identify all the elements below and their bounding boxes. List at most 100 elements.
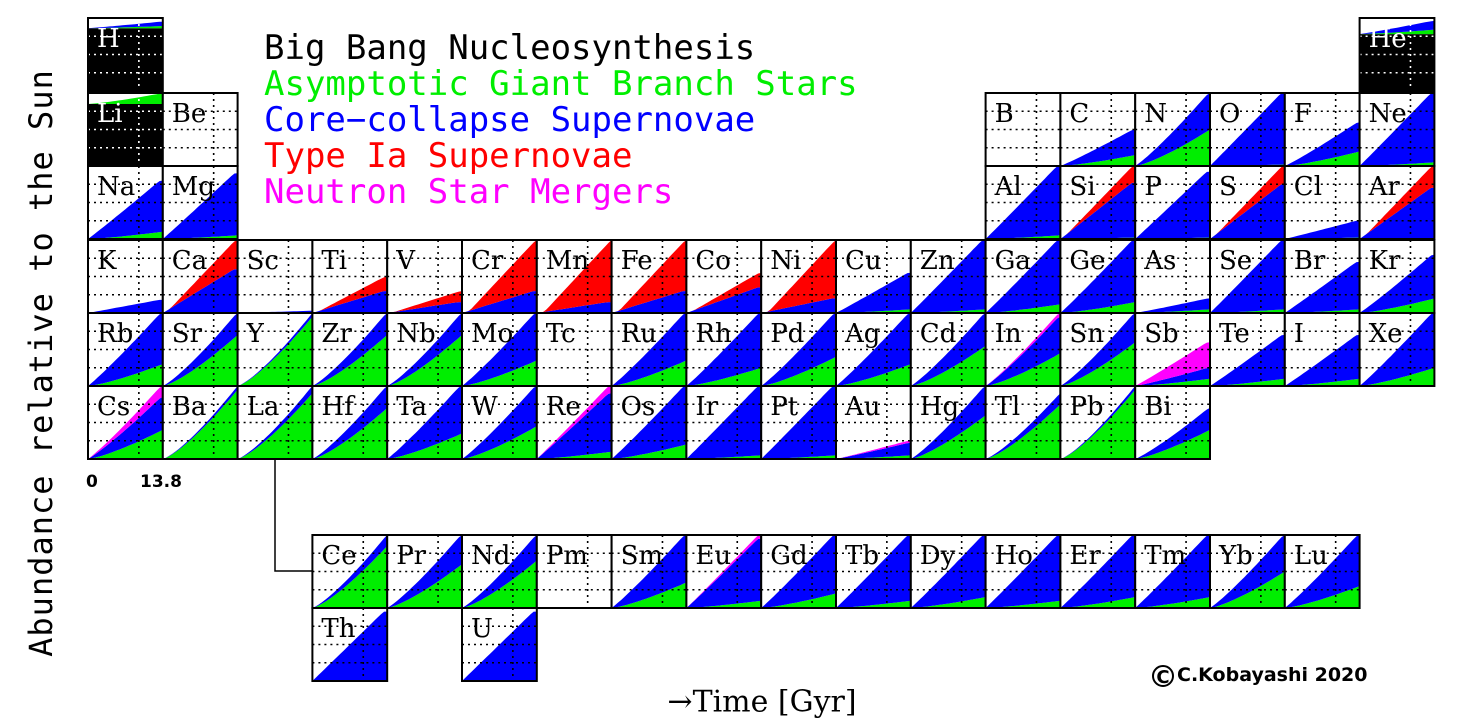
area-li-bbn bbox=[88, 104, 163, 166]
area-ce-agb bbox=[312, 546, 388, 608]
element-cell-br: Br bbox=[1283, 239, 1361, 314]
element-cell-bi: Bi bbox=[1134, 385, 1211, 460]
element-cell-co: Co bbox=[685, 239, 763, 314]
area-v-ccsn bbox=[387, 302, 462, 313]
element-symbol: Mg bbox=[172, 172, 215, 202]
element-symbol: Mo bbox=[471, 319, 513, 349]
x-tick-label-1: 13.8 bbox=[140, 472, 182, 492]
element-symbol: C bbox=[1069, 99, 1089, 129]
area-au-nsm bbox=[836, 440, 911, 459]
element-symbol: Fe bbox=[621, 246, 653, 276]
element-cell-be: Be bbox=[161, 92, 239, 167]
cell-border bbox=[1134, 385, 1211, 460]
x-axis-label: →Time [Gyr] bbox=[667, 684, 857, 720]
area-kr-agb bbox=[1359, 298, 1435, 313]
area-tl-agb bbox=[985, 404, 1061, 459]
element-cell-zr: Zr bbox=[311, 312, 389, 387]
element-cell-u: U bbox=[461, 607, 538, 682]
area-yb-agb bbox=[1210, 571, 1285, 608]
area-xe-agb bbox=[1359, 367, 1435, 386]
element-symbol: Pr bbox=[396, 541, 426, 571]
element-cell-eu: Eu bbox=[685, 534, 763, 609]
element-cell-na: Na bbox=[87, 165, 164, 240]
area-c-agb bbox=[1060, 155, 1136, 166]
element-symbol: O bbox=[1219, 99, 1240, 129]
area-in-ccsn bbox=[985, 316, 1061, 386]
element-symbol: Er bbox=[1069, 541, 1101, 571]
element-cell-ne: Ne bbox=[1358, 92, 1436, 167]
element-cell-sr: Sr bbox=[161, 312, 239, 387]
element-cell-ca: Ca bbox=[161, 239, 239, 314]
element-cell-zn: Zn bbox=[909, 239, 987, 314]
element-cell-hg: Hg bbox=[909, 385, 987, 460]
area-rh-ccsn bbox=[686, 313, 762, 386]
element-cell-pd: Pd bbox=[760, 312, 838, 387]
area-mn-ccsn bbox=[536, 302, 612, 313]
element-cell-i: I bbox=[1283, 312, 1361, 387]
area-pd-agb bbox=[761, 356, 836, 386]
element-symbol: U bbox=[471, 614, 493, 644]
element-cell-li: Li bbox=[87, 92, 164, 167]
element-symbol: Ce bbox=[321, 541, 356, 571]
element-symbol: Ca bbox=[172, 246, 207, 276]
element-symbol: Ho bbox=[995, 541, 1033, 571]
element-symbol: Ar bbox=[1368, 172, 1401, 202]
element-cell-w: W bbox=[461, 385, 538, 460]
element-cell-f: F bbox=[1283, 92, 1361, 167]
area-sb-agb bbox=[1135, 378, 1210, 386]
area-cr-ccsn bbox=[462, 291, 537, 313]
area-ga-agb bbox=[985, 304, 1061, 313]
area-v-snia bbox=[387, 291, 462, 313]
element-symbol: Na bbox=[97, 172, 135, 202]
element-symbol: Br bbox=[1294, 246, 1326, 276]
legend-item-snia: Type Ia Supernovae bbox=[264, 136, 633, 176]
element-symbol: Gd bbox=[770, 541, 807, 571]
legend-item-bbn: Big Bang Nucleosynthesis bbox=[264, 28, 756, 68]
element-cell-yb: Yb bbox=[1209, 534, 1286, 609]
element-cell-os: Os bbox=[610, 385, 688, 460]
area-eu-ccsn bbox=[686, 538, 762, 608]
area-te-ccsn bbox=[1210, 334, 1285, 386]
area-cs-nsm bbox=[88, 386, 163, 459]
area-h-ccsn bbox=[88, 21, 163, 29]
element-cell-th: Th bbox=[311, 607, 389, 682]
element-cell-ta: Ta bbox=[386, 385, 464, 460]
area-fe-ccsn bbox=[611, 291, 687, 313]
element-cell-mo: Mo bbox=[461, 312, 538, 387]
area-mo-agb bbox=[462, 360, 537, 386]
element-cell-rh: Rh bbox=[685, 312, 763, 387]
area-ta-agb bbox=[387, 433, 462, 459]
element-symbol: Co bbox=[695, 246, 731, 276]
area-sm-agb bbox=[611, 582, 687, 608]
area-cd-ccsn bbox=[910, 313, 986, 386]
element-cell-he: He bbox=[1358, 17, 1436, 92]
area-sn-agb bbox=[1060, 342, 1136, 386]
element-cell-nb: Nb bbox=[386, 312, 464, 387]
element-cell-ce: Ce bbox=[311, 534, 389, 609]
copyright-text: C.Kobayashi 2020 bbox=[1177, 664, 1368, 686]
element-cell-te: Te bbox=[1209, 312, 1286, 387]
area-ti-snia bbox=[312, 276, 388, 313]
area-br-ccsn bbox=[1284, 261, 1360, 313]
area-h-bbn bbox=[88, 28, 163, 91]
element-cell-hf: Hf bbox=[311, 385, 389, 460]
area-he-ccsn bbox=[1359, 20, 1435, 35]
area-tb-agb bbox=[836, 600, 911, 608]
area-ca-snia bbox=[162, 240, 238, 313]
area-mn-snia bbox=[536, 240, 612, 313]
element-symbol: Se bbox=[1219, 246, 1252, 276]
element-cell-sc: Sc bbox=[236, 239, 314, 314]
cell-border bbox=[461, 607, 538, 682]
area-ge-agb bbox=[1060, 302, 1136, 313]
element-symbol: Cd bbox=[920, 319, 957, 349]
element-symbol: Sr bbox=[172, 319, 203, 349]
area-s-ccsn bbox=[1210, 184, 1285, 239]
element-symbol: Nd bbox=[471, 541, 510, 571]
copyright-icon: C bbox=[1152, 664, 1174, 688]
element-cell-v: V bbox=[386, 239, 464, 314]
area-sb-ccsn bbox=[1135, 367, 1210, 386]
element-cell-y: Y bbox=[236, 312, 314, 387]
element-cell-c: C bbox=[1059, 92, 1137, 167]
element-symbol: Tb bbox=[845, 541, 879, 571]
